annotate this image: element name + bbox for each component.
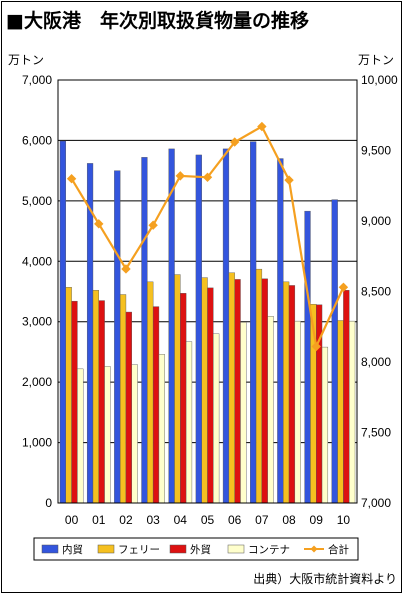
y-left-unit: 万トン [8, 53, 44, 67]
bar-foreign [98, 300, 105, 504]
bar-ferry [92, 290, 99, 504]
legend-box [33, 537, 359, 561]
bar-ferry [337, 320, 344, 504]
bar-ferry [119, 294, 127, 504]
bar-foreign [125, 311, 132, 504]
bar-foreign [288, 285, 296, 504]
legend-swatch-ferry [97, 544, 115, 554]
bar-ferry [255, 268, 263, 504]
total-marker [148, 220, 158, 230]
total-marker [257, 121, 267, 132]
total-marker [229, 137, 240, 147]
y-right-tick-label: 9,000 [361, 214, 391, 228]
y-right-tick-label: 10,000 [361, 73, 398, 87]
bar-container [294, 320, 301, 504]
bar-domestic [168, 148, 175, 504]
legend-label: 合計 [328, 543, 349, 556]
legend-swatch-domestic [41, 544, 59, 554]
bar-domestic [114, 170, 121, 504]
y-right-tick-label: 9,500 [361, 144, 391, 158]
x-tick-label: 00 [65, 513, 79, 527]
legend-label: 内貿 [62, 543, 83, 556]
bar-domestic [304, 210, 311, 504]
bar-domestic [250, 141, 257, 504]
y-right-unit: 万トン [358, 53, 394, 67]
bar-foreign [180, 293, 187, 504]
bar-domestic [277, 158, 284, 504]
total-marker [311, 341, 321, 352]
legend-label: フェリー [118, 544, 160, 556]
x-tick-label: 09 [310, 513, 324, 527]
y-left-tick-label: 6,000 [22, 133, 52, 147]
y-right-tick-label: 8,500 [361, 285, 391, 299]
total-marker [338, 282, 349, 292]
bar-foreign [71, 300, 78, 504]
source-note: 出典）大阪市統計資料より [253, 572, 397, 586]
x-tick-label: 07 [255, 513, 269, 527]
bar-domestic [331, 199, 338, 504]
bar-domestic [141, 157, 148, 504]
x-tick-label: 08 [282, 513, 296, 527]
y-left-tick-label: 3,000 [22, 315, 52, 329]
total-marker [175, 171, 186, 181]
y-right-tick-label: 7,500 [361, 426, 391, 440]
bar-foreign [343, 290, 350, 504]
bar-foreign [207, 287, 214, 504]
y-right-tick-label: 7,000 [361, 496, 391, 510]
legend-label: コンテナ [248, 544, 290, 556]
y-left-tick-label: 2,000 [22, 375, 52, 389]
y-left-tick-label: 5,000 [22, 194, 52, 208]
legend-swatch-marker [310, 545, 318, 553]
bar-ferry [228, 272, 235, 504]
chart-title: ■大阪港 年次別取扱貨物量の推移 [6, 10, 309, 32]
bar-ferry [201, 277, 208, 504]
x-tick-label: 10 [337, 513, 351, 527]
total-marker [94, 219, 104, 229]
bar-domestic [195, 154, 202, 504]
bar-domestic [222, 148, 230, 504]
y-left-tick-label: 0 [45, 496, 52, 510]
y-left-tick-label: 1,000 [22, 436, 52, 450]
x-tick-label: 04 [174, 513, 188, 527]
total-marker [284, 175, 294, 185]
plot-border [57, 79, 358, 504]
x-tick-label: 06 [228, 513, 242, 527]
bar-foreign [261, 278, 268, 504]
bar-container [267, 316, 274, 504]
x-tick-label: 03 [146, 513, 160, 527]
x-tick-label: 01 [92, 513, 106, 527]
legend-label: 外貿 [190, 544, 211, 556]
bar-container [77, 368, 84, 504]
legend-swatch-container [227, 544, 245, 554]
bar-ferry [283, 281, 290, 504]
bar-container [131, 364, 138, 504]
bar-ferry [174, 274, 181, 504]
bar-container [349, 320, 356, 504]
x-tick-label: 02 [119, 513, 133, 527]
y-left-tick-label: 4,000 [22, 254, 52, 268]
x-tick-label: 05 [201, 513, 215, 527]
bar-container [104, 366, 111, 504]
total-marker [121, 264, 131, 274]
bar-container [240, 322, 247, 504]
bar-container [158, 354, 165, 504]
bar-container [185, 341, 193, 504]
bar-container [213, 333, 220, 504]
bar-ferry [65, 287, 72, 504]
bar-container [321, 346, 329, 504]
total-marker [202, 172, 213, 182]
bar-ferry [147, 281, 154, 504]
bar-foreign [152, 306, 160, 504]
total-marker [66, 173, 77, 184]
y-left-tick-label: 7,000 [22, 73, 52, 87]
bar-domestic [59, 140, 66, 504]
bar-foreign [234, 279, 241, 504]
y-right-tick-label: 8,000 [361, 355, 391, 369]
legend-swatch-foreign [169, 544, 187, 554]
